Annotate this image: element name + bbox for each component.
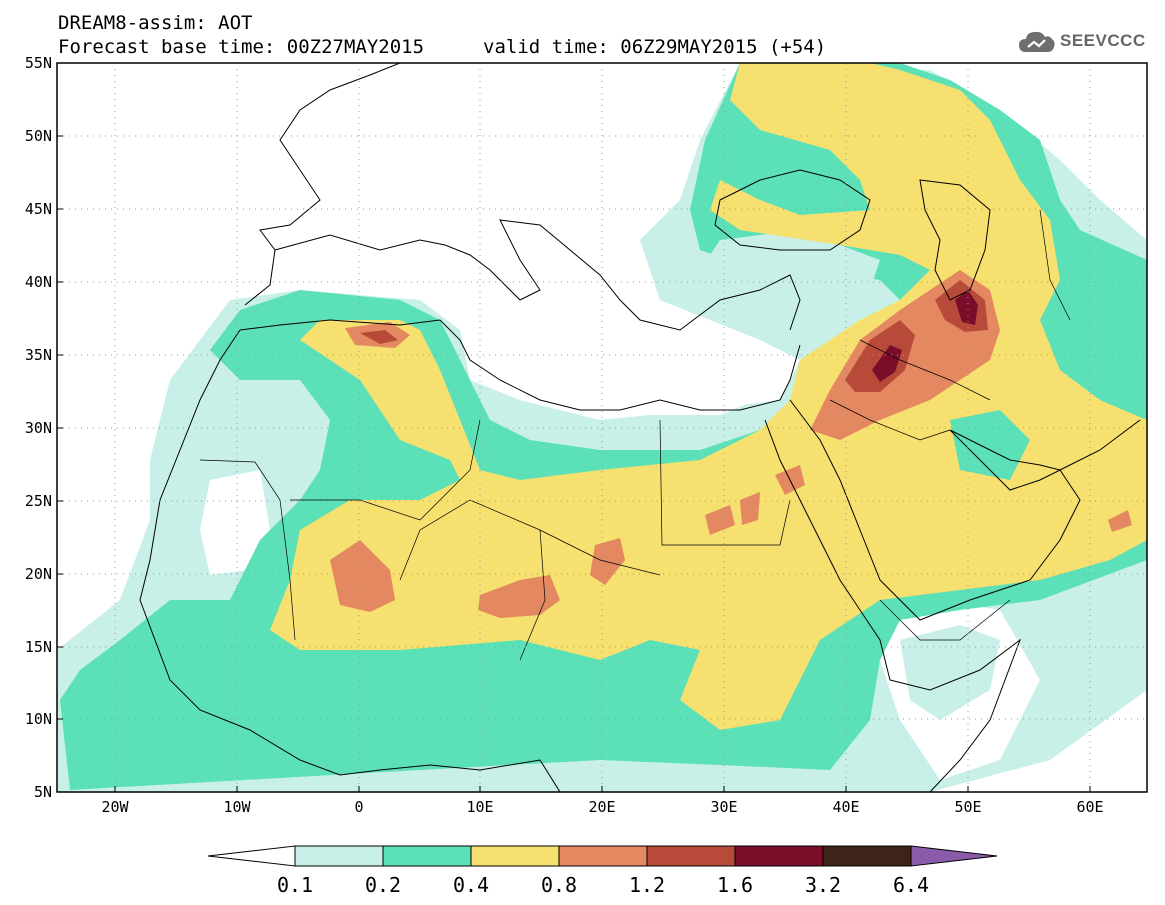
colorbar-bin (734, 845, 824, 867)
colorbar-bin (822, 845, 912, 867)
border-1 (199, 459, 296, 641)
longitude-labels: 20W 10W 0 10E 20E 30E 40E 50E 60E (101, 798, 1103, 816)
logo-text: SEEVCCC (1060, 31, 1146, 50)
lat-label: 30N (25, 419, 52, 437)
lat-label: 45N (25, 200, 52, 218)
coast-black-sea (714, 169, 871, 251)
clear-region-med (470, 320, 780, 415)
lon-label: 30E (710, 798, 737, 816)
coast-east-africa (889, 638, 1022, 792)
coast-red-sea (764, 419, 891, 681)
aot-region-0.4 (270, 63, 1147, 730)
aot-patch-5 (740, 492, 760, 525)
lon-label: 50E (954, 798, 981, 816)
colorbar-label: 0.8 (541, 873, 577, 897)
border-5 (519, 529, 546, 661)
lat-label: 25N (25, 492, 52, 510)
colorbar-bin (646, 845, 736, 867)
lat-label: 55N (25, 54, 52, 72)
coast-north-africa (239, 319, 801, 411)
colorbar-label: 6.4 (893, 873, 929, 897)
border-9 (879, 599, 1011, 641)
colorbar (207, 845, 998, 867)
aot-patch-2 (478, 575, 560, 618)
lon-label: 20W (101, 798, 129, 816)
coast-arabia (789, 399, 1081, 621)
lat-label: 40N (25, 273, 52, 291)
coast-caspian (919, 179, 991, 301)
colorbar-label: 0.1 (277, 873, 313, 897)
lat-label: 15N (25, 638, 52, 656)
colorbar-bin (294, 845, 384, 867)
colorbar-label: 1.2 (629, 873, 665, 897)
border-8 (1039, 209, 1071, 321)
cloud-icon (1019, 31, 1055, 52)
map-title: DREAM8-assim: AOT (58, 12, 253, 34)
colorbar-low-arrow (207, 845, 296, 867)
colorbar-label: 0.2 (365, 873, 401, 897)
aot-region-0.2-inner (760, 150, 850, 200)
coast-mediterranean-north (274, 219, 801, 331)
border-4 (659, 419, 791, 546)
base-time-text: Forecast base time: 00Z27MAY2015 (58, 36, 425, 58)
aot-region-1.2c (360, 330, 398, 344)
aot-region-1.2 (845, 320, 915, 392)
border-2 (290, 419, 481, 521)
forecast-base-time: Forecast base time: 00Z27MAY2015 valid ti… (58, 36, 826, 58)
lat-label: 10N (25, 710, 52, 728)
lat-label: 5N (34, 783, 52, 801)
borders (199, 209, 1071, 661)
coast-europe-west (244, 63, 401, 306)
border-7 (859, 339, 991, 401)
lat-label: 50N (25, 127, 52, 145)
aot-patch-8 (1108, 510, 1132, 532)
colorbar-bin (558, 845, 648, 867)
aot-region-1.6b (955, 290, 978, 325)
aot-region-0.1-inner2 (900, 625, 1000, 720)
valid-time-text: valid time: 06Z29MAY2015 (+54) (483, 36, 827, 58)
lon-label: 20E (588, 798, 615, 816)
aot-patch-4 (705, 505, 735, 535)
colorbar-bin (470, 845, 560, 867)
aot-patch-1 (330, 540, 395, 612)
aot-region-1.6 (872, 345, 902, 382)
colorbar-label: 1.6 (717, 873, 753, 897)
coast-east-edge (1059, 419, 1141, 471)
coastlines (139, 63, 1141, 792)
lon-label: 0 (354, 798, 363, 816)
border-3 (399, 499, 661, 581)
aot-region-0.1-inner (700, 230, 880, 300)
colorbar-label: 0.4 (453, 873, 489, 897)
colorbar-high-arrow (910, 845, 998, 867)
lat-label: 20N (25, 565, 52, 583)
axis-ticks (57, 62, 1091, 793)
border-6 (829, 399, 951, 441)
coast-west-africa (139, 329, 561, 792)
aot-field (57, 63, 1147, 792)
lon-label: 10W (223, 798, 251, 816)
coast-persian-gulf (949, 429, 1061, 471)
colorbar-labels: 0.1 0.2 0.4 0.8 1.2 1.6 3.2 6.4 (277, 873, 929, 897)
colorbar-label: 3.2 (805, 873, 841, 897)
aot-patch-3 (590, 538, 625, 585)
clear-region-wafrica (200, 470, 270, 575)
latitude-labels: 55N 50N 45N 40N 35N 30N 25N 20N 15N 10N … (25, 54, 52, 801)
lat-label: 35N (25, 346, 52, 364)
seevccc-logo: SEEVCCC (1018, 27, 1146, 55)
lon-label: 40E (832, 798, 859, 816)
lon-label: 60E (1076, 798, 1103, 816)
lon-label: 10E (466, 798, 493, 816)
colorbar-bin (382, 845, 472, 867)
